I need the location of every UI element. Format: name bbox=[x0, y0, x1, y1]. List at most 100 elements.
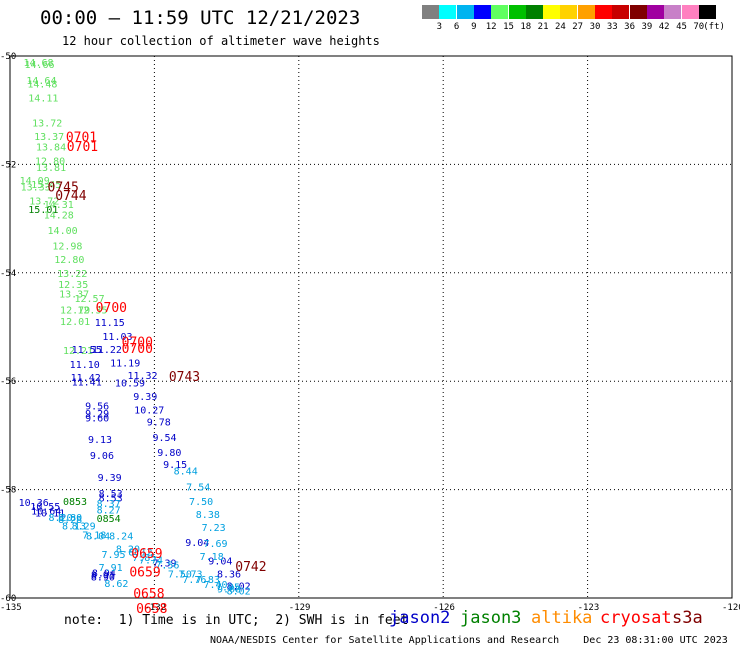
data-label-s3a: 0743 bbox=[169, 370, 200, 385]
legend-label: 33 bbox=[606, 22, 618, 32]
data-label-s3a: 0744 bbox=[55, 189, 86, 204]
data-label-altika: 7.40 bbox=[203, 580, 227, 591]
legend-swatch bbox=[543, 5, 561, 19]
data-label-jason2: 10.55 bbox=[30, 502, 60, 513]
data-label-cryosat: 0701 bbox=[67, 140, 98, 155]
data-label-jason2: 11.22 bbox=[92, 345, 122, 356]
data-label-jason2: 8.02 bbox=[227, 581, 251, 592]
data-label-altika: 8.20 bbox=[116, 544, 140, 555]
legend-swatch bbox=[629, 5, 647, 19]
legend-swatch bbox=[698, 5, 716, 19]
legend-swatch bbox=[473, 5, 491, 19]
legend-swatch bbox=[439, 5, 457, 19]
color-legend: 3 6 9 12 15 18 21 24 27 30 33 36 39 42 45 70 (ft) bbox=[422, 5, 732, 39]
data-label-jason3: 13.22 bbox=[57, 269, 87, 280]
data-label-jason2: 9.54 bbox=[152, 433, 176, 444]
data-label-jason3: 14.31 bbox=[44, 200, 74, 211]
data-label-jason2: 10.59 bbox=[115, 379, 145, 390]
legend-label: 36 bbox=[624, 22, 636, 32]
legend-swatch bbox=[456, 5, 474, 19]
data-label-jason3: 13.84 bbox=[36, 142, 66, 153]
legend-swatch bbox=[577, 5, 595, 19]
data-label-altika: 7.54 bbox=[186, 483, 210, 494]
data-label-jason2: 11.41 bbox=[72, 378, 102, 389]
legend-label: 6 bbox=[453, 22, 460, 32]
data-label-altika: 8.62 bbox=[104, 579, 128, 590]
data-label-jason2: 11.32 bbox=[127, 371, 157, 382]
legend-label: 3 bbox=[436, 22, 442, 32]
data-label-jason2: 11.03 bbox=[102, 332, 132, 343]
plot-frame bbox=[9, 55, 733, 599]
data-label-jason3: 14.68 bbox=[23, 58, 53, 69]
data-label-altika: 8.37 bbox=[97, 499, 121, 510]
y-tick-label: -58 bbox=[0, 486, 16, 496]
data-label-jason3: 13.81 bbox=[36, 163, 66, 174]
data-label-altika: 7.69 bbox=[203, 539, 227, 550]
data-label-jason3-dark: 0853 bbox=[63, 497, 87, 508]
data-label-jason3: 14.28 bbox=[44, 211, 74, 222]
legend-swatch bbox=[664, 5, 682, 19]
data-label-altika: 7.95 bbox=[101, 550, 125, 561]
data-label-jason2: 9.29 bbox=[85, 409, 109, 420]
data-label-jason3: 14.09 bbox=[20, 176, 50, 187]
satellite-label-cryosat: cryosat bbox=[600, 608, 672, 628]
legend-swatch bbox=[525, 5, 543, 19]
y-tick-label: -50 bbox=[0, 52, 16, 62]
data-label-altika: 7.18 bbox=[200, 552, 224, 563]
legend-label: 42 bbox=[658, 22, 670, 32]
satellite-label-altika: altika bbox=[531, 608, 593, 628]
data-label-altika: 7.91 bbox=[99, 563, 123, 574]
x-tick-label: -129 bbox=[289, 603, 311, 613]
data-label-altika: 7.83 bbox=[196, 575, 220, 586]
legend-unit: (ft) bbox=[703, 22, 725, 32]
legend-swatch bbox=[595, 5, 612, 19]
data-label-jason3: 14.48 bbox=[27, 79, 57, 90]
data-label-altika: 7.50 bbox=[168, 569, 192, 580]
data-label-jason3: 14.00 bbox=[48, 226, 78, 237]
x-tick-label: -120 bbox=[722, 603, 740, 613]
legend-swatch bbox=[646, 5, 664, 19]
data-label-jason2: 9.06 bbox=[90, 451, 114, 462]
data-label-cryosat: 0700 bbox=[122, 342, 153, 357]
data-label-altika: 7.74 bbox=[139, 555, 163, 566]
data-label-jason3: 13.37 bbox=[59, 290, 89, 301]
satellite-label-jason3: jason3 bbox=[460, 608, 522, 628]
data-label-jason3: 12.35 bbox=[77, 305, 107, 316]
data-label-jason3: 12.35 bbox=[58, 280, 88, 291]
data-label-jason3: 12.01 bbox=[60, 317, 90, 328]
data-label-cryosat: 0658 bbox=[136, 602, 167, 617]
data-label-jason2: 9.78 bbox=[147, 418, 171, 429]
data-label-jason2: 8.94 bbox=[92, 568, 116, 579]
data-label-altika: 8.38 bbox=[196, 510, 220, 521]
data-label-jason2: 9.39 bbox=[98, 473, 122, 484]
satellite-label-s3a: s3a bbox=[672, 608, 703, 628]
data-label-altika: 9.08 bbox=[217, 585, 241, 596]
data-label-altika: 7.56 bbox=[155, 561, 179, 572]
legend-swatch bbox=[491, 5, 509, 19]
data-label-altika: 8.28 bbox=[58, 515, 82, 526]
data-label-jason3: 15.45 bbox=[31, 180, 61, 191]
legend-label: 12 bbox=[485, 22, 497, 32]
data-label-jason3: 12.21 bbox=[63, 346, 93, 357]
data-label-jason2: 8.90 bbox=[91, 573, 115, 584]
data-label-jason3: 12.98 bbox=[52, 241, 82, 252]
data-label-cryosat: 0658 bbox=[133, 587, 164, 602]
data-label-cryosat: 0700 bbox=[96, 301, 127, 316]
data-label-jason2: 11.10 bbox=[70, 360, 100, 371]
legend-label: 45 bbox=[676, 22, 687, 32]
legend-label: 27 bbox=[572, 22, 584, 32]
page-subtitle: 12 hour collection of altimeter wave hei… bbox=[62, 34, 380, 48]
data-label-jason2: 7.39 bbox=[152, 559, 176, 570]
page-title: 00:00 – 11:59 UTC 12/21/2023 bbox=[40, 7, 361, 29]
x-tick-label: -135 bbox=[0, 603, 22, 613]
data-label-jason2: 10.64 bbox=[31, 507, 61, 518]
legend-label: 70 bbox=[693, 22, 705, 32]
data-label-altika: 7.76 bbox=[182, 575, 206, 586]
data-label-altika: 7.23 bbox=[202, 523, 226, 534]
legend-label: 18 bbox=[520, 22, 532, 32]
data-label-jason3: 12.57 bbox=[74, 294, 104, 305]
data-label-altika: 8.27 bbox=[97, 505, 121, 516]
legend-swatch bbox=[422, 5, 439, 19]
note-text: note: 1) Time is in UTC; 2) SWH is in fe… bbox=[64, 613, 409, 628]
